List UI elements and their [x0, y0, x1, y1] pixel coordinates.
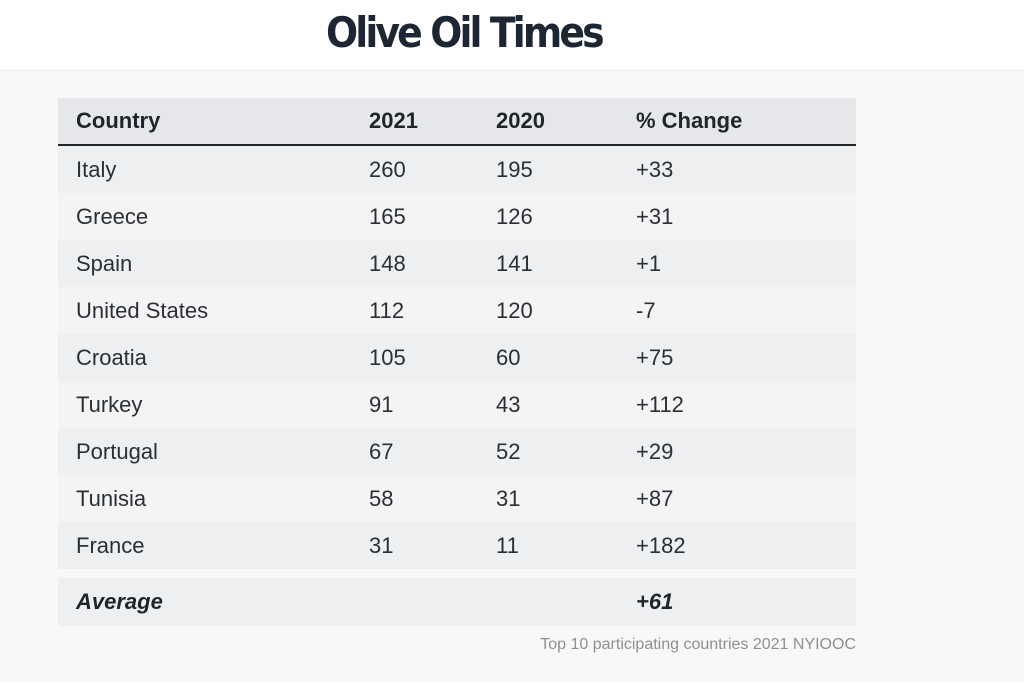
cell-change: +29 — [636, 438, 674, 464]
table-row: France 31 11 +182 — [58, 522, 856, 569]
average-change: +61 — [636, 589, 674, 614]
cell-2020: 120 — [496, 297, 533, 323]
cell-2021: 31 — [369, 532, 394, 558]
cell-country: Croatia — [76, 344, 147, 370]
table-body: Italy 260 195 +33 Greece 165 126 +31 Spain 148 141… — [58, 146, 856, 569]
cell-change: +112 — [636, 391, 684, 417]
table-row: Italy 260 195 +33 — [58, 146, 856, 193]
cell-2021: 91 — [369, 391, 394, 417]
average-row: Average +61 — [58, 578, 856, 626]
cell-change: +31 — [636, 203, 674, 229]
cell-2021: 148 — [369, 250, 406, 276]
cell-change: +87 — [636, 485, 674, 511]
column-header-country: Country — [76, 108, 161, 133]
cell-change: -7 — [636, 297, 656, 323]
cell-2020: 141 — [496, 250, 533, 276]
cell-change: +182 — [636, 532, 686, 558]
cell-2020: 52 — [496, 438, 521, 464]
cell-2021: 112 — [369, 297, 405, 323]
table-row: Spain 148 141 +1 — [58, 240, 856, 287]
cell-2021: 67 — [369, 438, 394, 464]
table-caption: Top 10 participating countries 2021 NYIO… — [540, 636, 856, 653]
cell-2020: 11 — [496, 532, 519, 558]
cell-2020: 126 — [496, 203, 533, 229]
cell-2020: 31 — [496, 485, 521, 511]
column-header-2020: 2020 — [496, 108, 545, 133]
cell-2021: 260 — [369, 156, 406, 182]
table-row: United States 112 120 -7 — [58, 287, 856, 334]
cell-2021: 58 — [369, 485, 394, 511]
cell-country: France — [76, 532, 145, 558]
site-logo[interactable]: Olive Oil Times — [326, 8, 605, 57]
cell-2021: 105 — [369, 344, 406, 370]
cell-country: United States — [76, 297, 209, 323]
table-row: Tunisia 58 31 +87 — [58, 475, 856, 522]
table-row: Turkey 91 43 +112 — [58, 381, 856, 428]
cell-country: Portugal — [76, 438, 158, 464]
table-row: Portugal 67 52 +29 — [58, 428, 856, 475]
cell-change: +75 — [636, 344, 674, 370]
site-header: Olive Oil Times — [0, 0, 1024, 71]
cell-country: Spain — [76, 250, 133, 276]
cell-change: +1 — [636, 250, 662, 276]
cell-country: Italy — [76, 156, 117, 182]
cell-country: Tunisia — [76, 485, 147, 511]
cell-country: Turkey — [76, 391, 143, 417]
column-header-change: % Change — [636, 108, 743, 133]
countries-table: Country 2021 2020 % Change Italy 260 195 +3… — [58, 98, 856, 626]
table-header-row: Country 2021 2020 % Change — [58, 98, 856, 146]
cell-2020: 43 — [496, 391, 521, 417]
table-row: Croatia 105 60 +75 — [58, 334, 856, 381]
average-label: Average — [76, 589, 163, 614]
column-header-2021: 2021 — [369, 108, 418, 133]
table-row: Greece 165 126 +31 — [58, 193, 856, 240]
cell-2020: 195 — [496, 156, 533, 182]
cell-2021: 165 — [369, 203, 406, 229]
cell-2020: 60 — [496, 344, 521, 370]
cell-change: +33 — [636, 156, 674, 182]
cell-country: Greece — [76, 203, 149, 229]
